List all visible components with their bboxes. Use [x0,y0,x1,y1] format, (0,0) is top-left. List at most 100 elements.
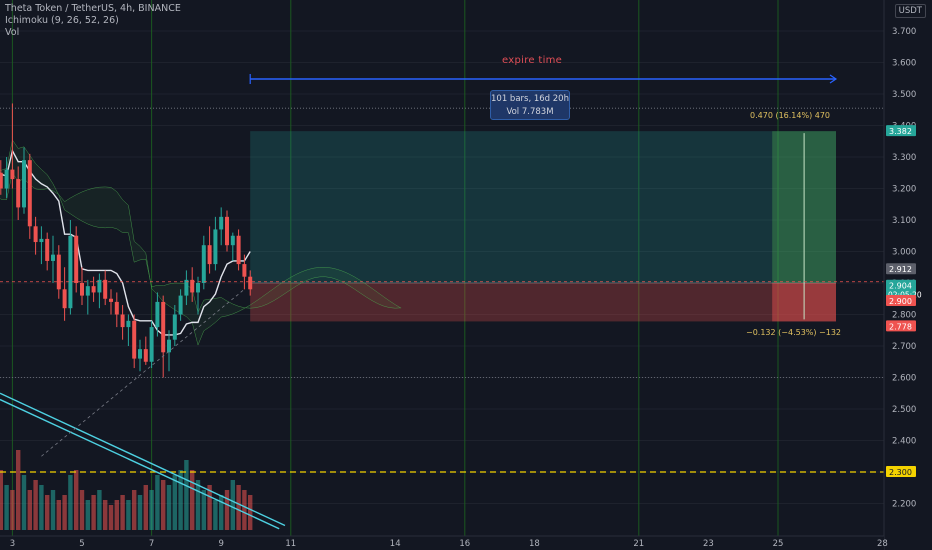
candle-body [120,314,125,328]
price-badge-label: 2.900 [889,297,912,306]
volume-bar [56,500,61,530]
time-tick: 25 [773,539,784,549]
candle-body [68,235,73,309]
long-position-tool[interactable] [250,131,836,322]
volume-bar [74,470,79,530]
candle-body [149,327,154,362]
candle-body [74,235,79,283]
candle-body [16,179,21,208]
volume-bar [172,475,177,530]
volume-bar [236,485,241,530]
measure-bars: 101 bars, 16d 20h [491,94,569,104]
price-axis[interactable]: 3.7003.6003.5003.4003.3003.2003.1003.000… [883,0,932,550]
candle-body [132,320,137,359]
candle-body [10,169,15,180]
time-tick: 23 [703,539,714,549]
ichimoku-legend[interactable]: Ichimoku (9, 26, 52, 26) [5,15,119,26]
measure-volume: Vol 7.783M [506,107,554,117]
volume-bar [143,485,148,530]
symbol-title: Theta Token / TetherUS, 4h, BINANCE [5,3,181,14]
take-profit-zone [250,131,836,283]
candle-body [0,172,3,189]
volume-bar [126,500,131,530]
volume-bar [166,485,172,530]
volume-bar [45,495,50,530]
volume-bar [224,490,230,530]
candle-body [172,314,177,340]
volume-bar [219,495,224,530]
candle-body [97,279,102,293]
candle-body [201,245,206,283]
price-tick: 3.200 [892,185,916,195]
volume-bar [201,490,206,530]
candle-body [184,279,189,296]
price-badge-label: 2.904 [889,282,912,291]
price-tick: 3.000 [892,248,916,258]
kijun-line [0,148,251,336]
candle-body [56,254,61,290]
volume-bar [242,490,247,530]
volume-bar [0,470,4,530]
candle-body [62,289,67,309]
time-axis[interactable]: 3 5 7 9 11 14 16 18 21 23 25 28 [0,535,888,550]
volume-bar [137,495,143,530]
volume-bar [178,470,183,530]
volume-legend[interactable]: Vol [5,27,20,38]
candle-body [230,235,235,246]
volume-bar [132,490,137,530]
volume-bar [248,495,253,530]
volume-bar [155,475,160,530]
volume-bar [68,475,73,530]
trendline-upper [0,392,286,527]
candle-body [178,295,183,315]
price-tick: 2.500 [892,405,916,415]
volume-bar [149,490,154,530]
price-tick: 3.700 [892,27,916,37]
candle-body [225,216,229,246]
candle-body [27,160,32,227]
price-tick: 2.600 [892,374,916,384]
volume-bar [190,470,195,530]
candle-body [143,349,148,362]
candle-body [4,169,9,189]
time-tick: 21 [633,539,644,549]
price-tick: 3.100 [892,216,916,226]
candle-body [190,279,195,293]
volume-bar [207,485,212,530]
candle-body [219,216,224,230]
trendline-lower [0,398,280,530]
time-tick: 5 [79,539,84,549]
candlestick-series [0,103,253,378]
loss-label: −0.132 (−4.53%) −132 [746,328,842,337]
volume-bar [97,490,102,530]
price-tick: 2.200 [892,500,916,510]
volume-bar [39,485,44,530]
volume-bar [10,490,15,530]
profit-label: 0.470 (16.14%) 470 [750,111,831,120]
price-badge-label: 3.382 [889,127,912,136]
expire-time-note: expire time [502,55,563,66]
price-badge [886,320,916,332]
time-tick: 11 [285,539,296,549]
volume-bar [4,485,9,530]
time-tick: 9 [218,539,223,549]
time-tick: 3 [10,539,15,549]
candle-body [22,160,26,208]
price-tick: 3.300 [892,153,916,163]
volume-bar [108,505,114,530]
currency-label[interactable]: USDT [894,4,926,18]
price-badge [886,295,916,306]
price-tick: 3.500 [892,90,916,100]
volume-bar [161,480,166,530]
candle-body [85,286,90,296]
candle-body [207,245,212,265]
time-tick: 28 [877,539,888,549]
volume-bar [184,460,189,530]
price-badge-label: 2.912 [889,265,912,274]
volume-bar [85,500,90,530]
volume-bar [103,500,108,530]
candle-body [45,238,50,261]
price-axis-bg [884,0,932,550]
